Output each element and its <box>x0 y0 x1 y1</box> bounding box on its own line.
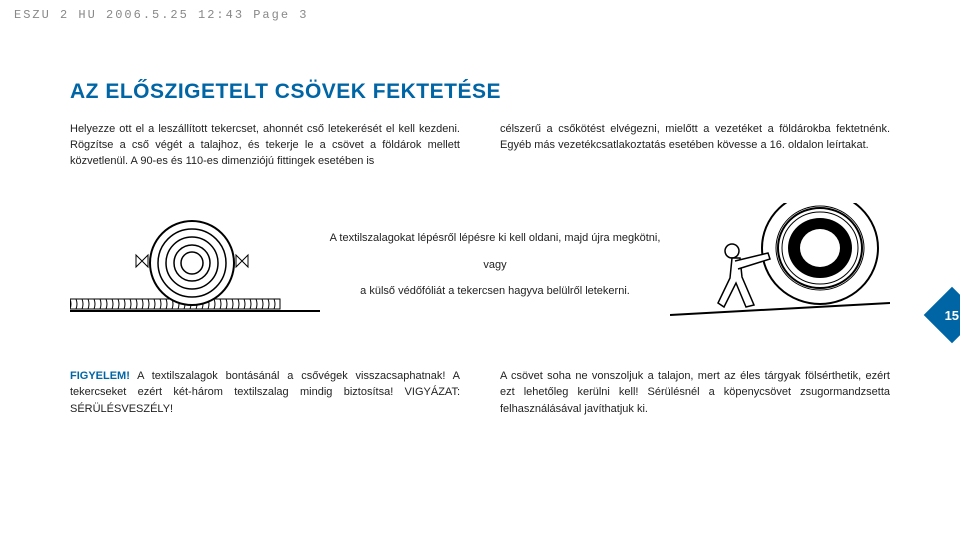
intro-col-1: Helyezze ott el a leszállított tekercset… <box>70 122 460 170</box>
caption-line-2: a külső védőfóliát a tekercsen hagyva be… <box>320 283 670 300</box>
intro-columns: Helyezze ott el a leszállított tekercset… <box>70 122 890 170</box>
bottom-col-left: FIGYELEM! A textilszalagok bontásánál a … <box>70 368 460 418</box>
page-title: AZ ELŐSZIGETELT CSÖVEK FEKTETÉSE <box>70 80 890 104</box>
bottom-columns: FIGYELEM! A textilszalagok bontásánál a … <box>70 368 890 418</box>
worker-push-illustration <box>670 203 890 323</box>
print-meta: ESZU 2 HU 2006.5.25 12:43 Page 3 <box>14 8 308 22</box>
bottom-col-right: A csövet soha ne vonszoljuk a talajon, m… <box>500 368 890 418</box>
page-number: 15 <box>945 308 959 323</box>
page-number-badge: 15 <box>924 287 960 344</box>
intro-col-2: célszerű a csőkötést elvégezni, mielőtt … <box>500 122 890 170</box>
page-content: AZ ELŐSZIGETELT CSÖVEK FEKTETÉSE Helyezz… <box>70 80 890 417</box>
center-caption: A textilszalagokat lépésről lépésre ki k… <box>320 226 670 300</box>
illustration-row: A textilszalagokat lépésről lépésre ki k… <box>70 198 890 328</box>
caption-line-1: A textilszalagokat lépésről lépésre ki k… <box>320 230 670 247</box>
caption-or: vagy <box>320 257 670 274</box>
warning-label: FIGYELEM! <box>70 370 130 382</box>
coil-unroll-illustration <box>70 203 320 323</box>
